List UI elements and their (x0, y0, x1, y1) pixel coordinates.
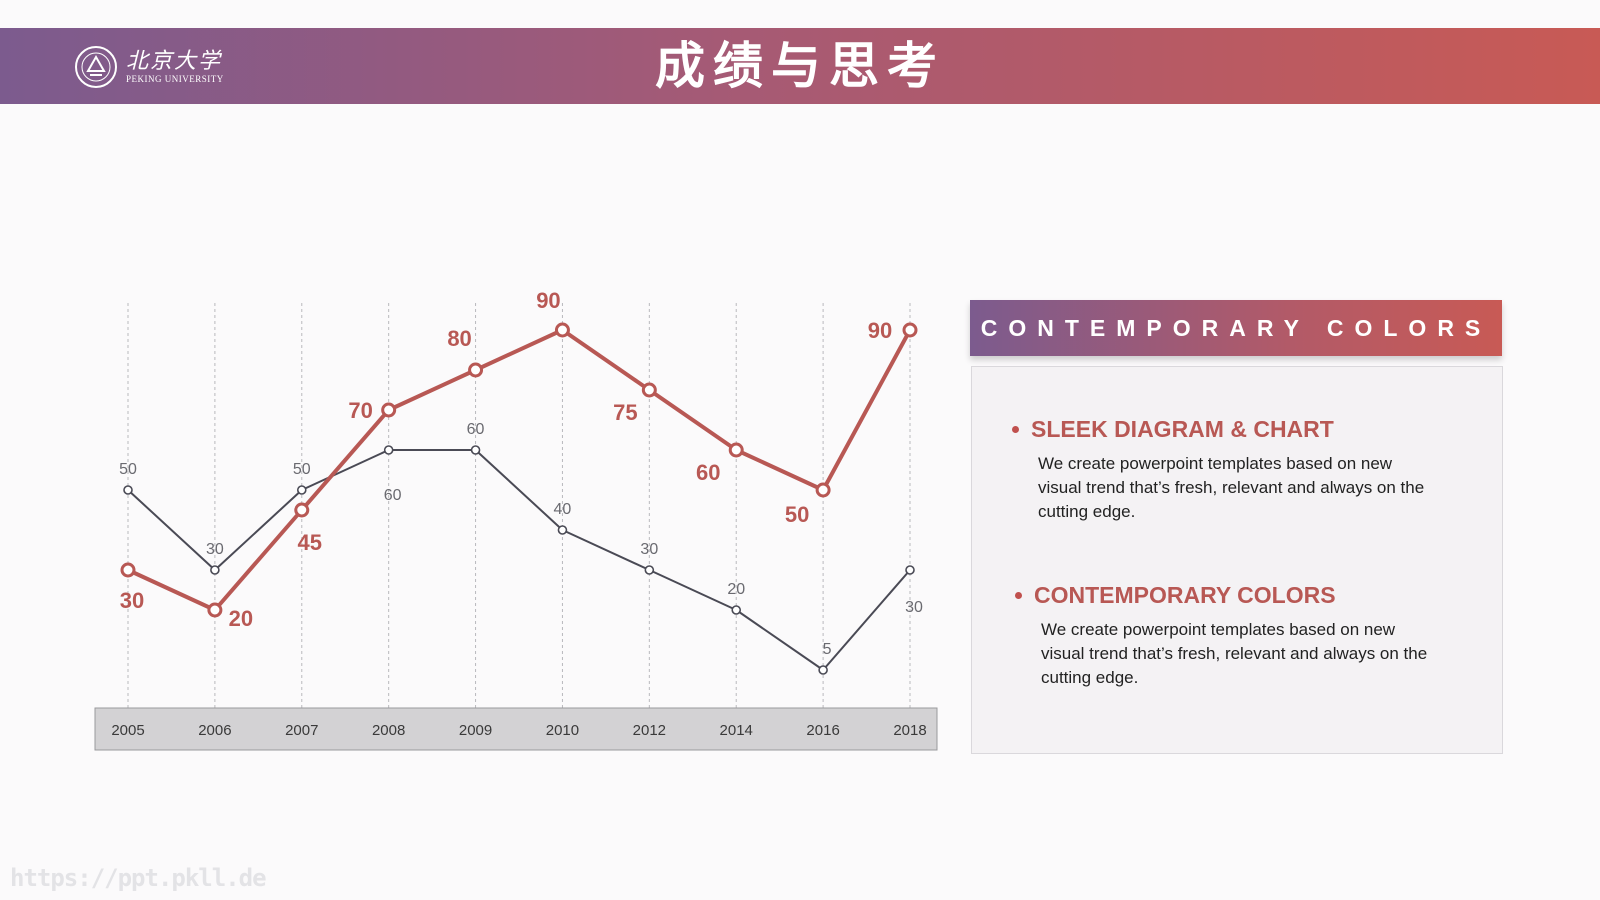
x-tick-label: 2018 (893, 722, 926, 739)
data-label-primary: 30 (120, 588, 144, 613)
x-tick-label: 2008 (372, 722, 405, 739)
x-tick-label: 2012 (633, 722, 666, 739)
series-point-primary (641, 382, 657, 398)
series-point-secondary (818, 665, 828, 675)
series-point-secondary (210, 565, 220, 575)
bullet-title-text: CONTEMPORARY COLORS (1034, 582, 1336, 608)
logo-english-name: PEKING UNIVERSITY (126, 73, 224, 84)
data-label-secondary: 30 (206, 541, 224, 558)
info-panel (971, 366, 1503, 754)
series-point-primary (468, 362, 484, 378)
logo-chinese-name: 北京大学 (126, 48, 223, 74)
watermark: https://ppt.pkll.de (10, 864, 267, 892)
data-label-secondary: 5 (823, 641, 832, 658)
series-point-secondary (905, 565, 915, 575)
data-label-secondary: 60 (467, 421, 485, 438)
x-tick-label: 2005 (111, 722, 144, 739)
data-label-secondary: 50 (119, 461, 137, 478)
x-tick-label: 2016 (806, 722, 839, 739)
data-label-primary: 45 (298, 530, 322, 555)
series-point-secondary (644, 565, 655, 575)
data-label-primary: 80 (447, 326, 471, 351)
bullet-description: We create powerpoint templates based on … (1041, 620, 1428, 687)
data-label-secondary: 30 (905, 599, 923, 616)
x-tick-label: 2006 (198, 722, 231, 739)
series-point-primary (381, 402, 397, 418)
series-point-primary (294, 502, 310, 518)
x-axis-band (94, 707, 938, 751)
series-point-primary (815, 482, 831, 498)
series-point-primary (728, 442, 744, 458)
bullet-item: SLEEK DIAGRAM & CHART We create powerpoi… (1012, 414, 1482, 524)
x-tick-label: 2007 (285, 722, 318, 739)
series-point-primary (120, 562, 136, 578)
series-point-secondary (731, 605, 742, 615)
series-point-primary (207, 602, 223, 618)
data-label-secondary: 60 (384, 487, 402, 504)
series-point-secondary (383, 445, 394, 455)
header-bar (0, 28, 1600, 104)
x-tick-label: 2009 (459, 722, 492, 739)
data-label-secondary: 50 (293, 461, 311, 478)
data-label-secondary: 30 (640, 541, 658, 558)
bullet-dot-icon (1012, 425, 1019, 433)
bullet-item: CONTEMPORARY COLORS We create powerpoint… (1015, 580, 1485, 690)
page-title: 成绩与思考 (655, 37, 945, 95)
bullet-title-text: SLEEK DIAGRAM & CHART (1031, 416, 1334, 442)
university-logo: 北京大学 PEKING UNIVERSITY (74, 45, 224, 89)
data-label-primary: 20 (229, 606, 253, 631)
series-line-secondary (127, 449, 911, 671)
university-seal-icon (75, 46, 117, 88)
bullet-title: CONTEMPORARY COLORS (1015, 580, 1485, 610)
x-tick-label: 2014 (720, 722, 753, 739)
data-label-secondary: 40 (554, 501, 572, 518)
data-label-secondary: 20 (727, 581, 745, 598)
panel-header: CONTEMPORARY COLORS (970, 300, 1502, 356)
series-point-secondary (296, 485, 307, 495)
data-label-primary: 70 (348, 398, 372, 423)
data-label-primary: 75 (613, 400, 637, 425)
series-point-secondary (123, 485, 133, 495)
series-point-secondary (557, 525, 568, 535)
data-label-primary: 60 (696, 460, 720, 485)
series-point-secondary (470, 445, 481, 455)
series-point-primary (554, 322, 570, 338)
bullet-dot-icon (1015, 591, 1022, 599)
series-line-primary (127, 328, 912, 612)
data-label-primary: 50 (785, 502, 809, 527)
x-tick-label: 2010 (546, 722, 579, 739)
bullet-description: We create powerpoint templates based on … (1038, 454, 1425, 521)
series-point-primary (902, 322, 918, 338)
data-label-primary: 90 (536, 288, 560, 313)
bullet-title: SLEEK DIAGRAM & CHART (1012, 414, 1482, 444)
data-label-primary: 90 (868, 318, 892, 343)
